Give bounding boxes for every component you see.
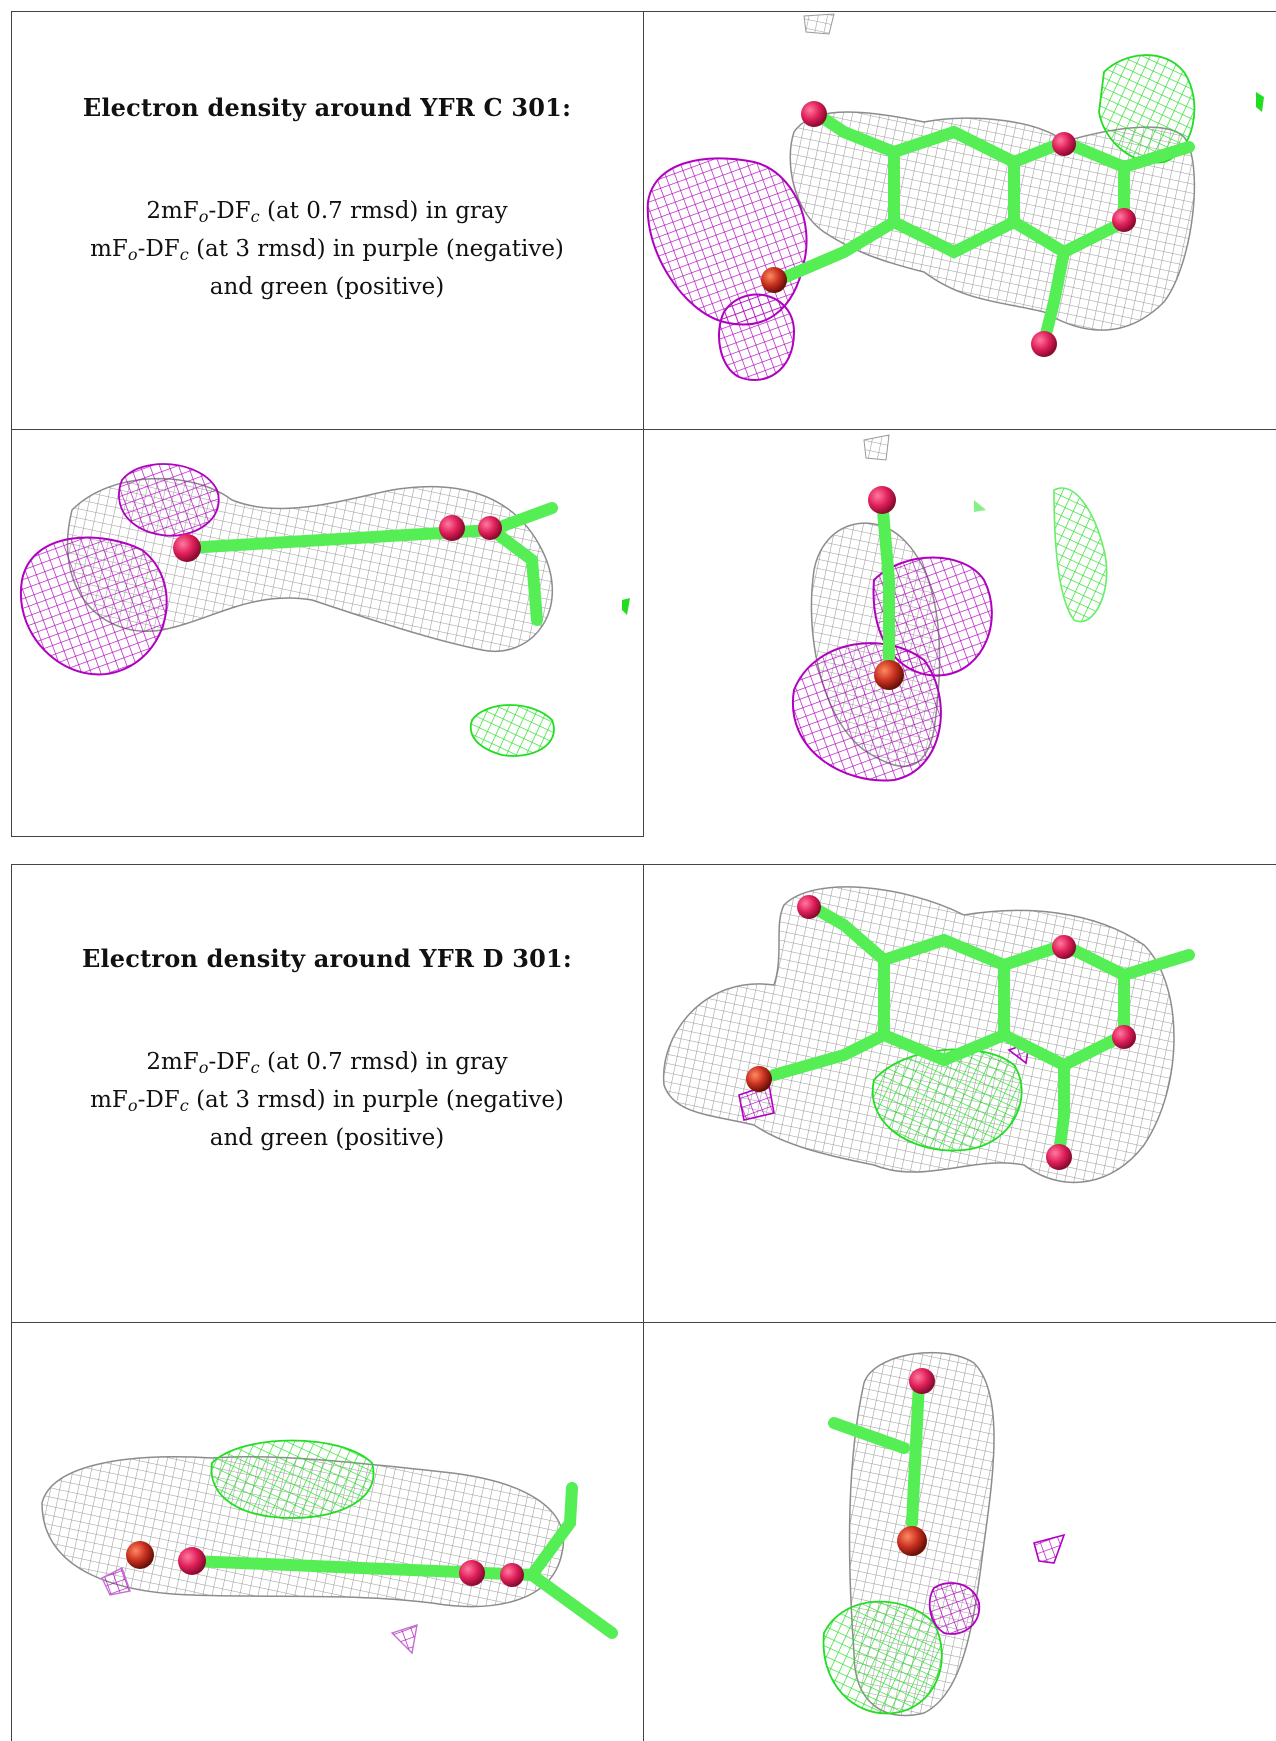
density-render (646, 13, 1264, 381)
purple-mesh-negative (118, 463, 220, 537)
green-mesh-positive (871, 1048, 1023, 1152)
oxygen-atom (874, 660, 904, 690)
density-view-end (644, 430, 1276, 836)
caption-description: 2mFo-DFc (at 0.7 rmsd) in gray mFo-DFc (… (11, 192, 643, 306)
green-mesh-positive (1053, 487, 1108, 623)
purple-mesh-negative (791, 642, 942, 782)
purple-mesh-negative (928, 1582, 981, 1635)
purple-mesh-negative (390, 1623, 418, 1655)
gray-mesh-fragment (803, 13, 835, 35)
oxygen-atom (897, 1526, 927, 1556)
purple-mesh-negative (718, 293, 796, 381)
green-mesh-fragment (622, 598, 630, 615)
oxygen-atom (126, 1541, 154, 1569)
density-render (822, 1351, 1066, 1717)
oxygen-atom (1046, 1144, 1072, 1170)
caption-line-3: and green (positive) (209, 274, 445, 300)
oxygen-atom (459, 1560, 485, 1586)
green-mesh-positive (822, 1600, 943, 1715)
oxygen-atom (1031, 331, 1057, 357)
purple-mesh-negative (1033, 1533, 1066, 1564)
oxygen-atom (868, 486, 896, 514)
rule (11, 429, 1276, 430)
caption-line-1: 2mFo-DFc (at 0.7 rmsd) in gray (146, 1049, 508, 1077)
oxygen-atom (797, 895, 821, 919)
caption-cell: Electron density around YFR D 301: 2mFo-… (11, 864, 643, 1322)
purple-mesh-negative (646, 157, 808, 326)
caption-description: 2mFo-DFc (at 0.7 rmsd) in gray mFo-DFc (… (11, 1043, 643, 1157)
oxygen-atom (1112, 208, 1136, 232)
density-render (662, 886, 1195, 1184)
ligand-bonds (828, 1377, 925, 1529)
rule (643, 864, 644, 1741)
density-view-side (12, 1323, 643, 1741)
green-mesh-positive (1098, 54, 1196, 164)
rule (11, 836, 643, 837)
caption-line-2: mFo-DFc (at 3 rmsd) in purple (negative) (90, 1087, 564, 1115)
oxygen-atom (909, 1368, 935, 1394)
gray-mesh-fragment (863, 434, 890, 461)
caption-line-1: 2mFo-DFc (at 0.7 rmsd) in gray (146, 198, 508, 226)
gray-mesh-density (662, 886, 1175, 1184)
oxygen-atom (761, 267, 787, 293)
oxygen-atom (439, 515, 465, 541)
ligand-bonds (876, 494, 895, 666)
density-view-side (12, 430, 643, 836)
oxygen-atom (478, 516, 502, 540)
caption-line-3: and green (positive) (209, 1125, 445, 1151)
oxygen-atom (1052, 935, 1076, 959)
density-block-c: Electron density around YFR C 301: 2mFo-… (11, 11, 1276, 837)
oxygen-atom (746, 1066, 772, 1092)
green-mesh-positive (469, 704, 555, 757)
density-render (19, 463, 630, 757)
green-mesh-fragment (1256, 92, 1264, 112)
density-view-end (644, 1323, 1276, 1741)
density-view-top (644, 12, 1276, 429)
oxygen-atom (500, 1563, 524, 1587)
rule (643, 11, 644, 837)
density-render (791, 434, 1108, 782)
density-view-top (644, 865, 1276, 1322)
oxygen-atom (1052, 132, 1076, 156)
caption-cell: Electron density around YFR C 301: 2mFo-… (11, 11, 643, 429)
purple-mesh-negative (19, 536, 168, 676)
caption-title: Electron density around YFR C 301: (82, 93, 572, 122)
rule (11, 864, 12, 1741)
density-block-d: Electron density around YFR D 301: 2mFo-… (11, 864, 1276, 1741)
rule (11, 11, 12, 837)
caption-line-2: mFo-DFc (at 3 rmsd) in purple (negative) (90, 236, 564, 264)
rule (11, 1322, 1276, 1323)
oxygen-atom (801, 101, 827, 127)
green-mesh-positive (210, 1439, 375, 1519)
oxygen-atom (1112, 1025, 1136, 1049)
oxygen-atom (173, 534, 201, 562)
oxygen-atom (178, 1547, 206, 1575)
green-mesh-fragment (974, 500, 986, 512)
purple-mesh-negative (101, 1567, 131, 1596)
caption-title: Electron density around YFR D 301: (82, 944, 572, 973)
density-render (41, 1439, 618, 1655)
